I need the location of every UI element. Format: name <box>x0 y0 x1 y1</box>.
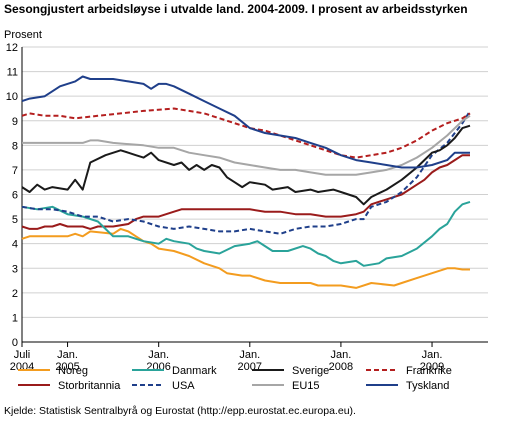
series-line-tyskland <box>21 75 470 169</box>
y-tick-label: 3 <box>12 263 18 275</box>
y-tick-label: 12 <box>6 42 18 54</box>
legend-label: EU15 <box>292 380 320 392</box>
series-line-storbritannia <box>21 154 470 230</box>
x-tick-label: Jan. <box>422 349 443 361</box>
series-line-eu15 <box>22 114 471 176</box>
legend-label: Tyskland <box>406 380 449 392</box>
y-tick-label: 2 <box>12 288 18 300</box>
y-tick-label: 9 <box>12 116 18 128</box>
legend-label: Storbritannia <box>58 380 121 392</box>
y-axis-label: Prosent <box>4 29 42 41</box>
x-tick-label: 2006 <box>146 361 170 373</box>
x-axis-ticks: Juli2004Jan.2005Jan.2006Jan.2007Jan.2008… <box>10 342 444 373</box>
legend-label: Noreg <box>58 365 88 377</box>
x-tick-label: Jan. <box>239 349 260 361</box>
y-tick-label: 6 <box>12 190 18 202</box>
legend-label: Frankrike <box>406 365 452 377</box>
series-lines <box>21 75 471 289</box>
y-tick-label: 4 <box>12 239 18 251</box>
legend-label: USA <box>172 380 195 392</box>
series-line-frankrike <box>21 107 471 159</box>
y-tick-label: 1 <box>12 312 18 324</box>
x-tick-label: Jan. <box>148 349 169 361</box>
y-tick-label: 7 <box>12 165 18 177</box>
x-tick-label: Jan. <box>331 349 352 361</box>
y-tick-label: 8 <box>12 140 18 152</box>
x-tick-label: 2005 <box>55 361 79 373</box>
source-note: Kjelde: Statistisk Sentralbyrå og Eurost… <box>4 405 356 417</box>
x-tick-label: Juli <box>14 349 31 361</box>
legend-label: Danmark <box>172 365 217 377</box>
grid-lines <box>21 46 488 343</box>
x-tick-label: 2009 <box>420 361 444 373</box>
x-tick-label: Jan. <box>57 349 78 361</box>
y-tick-label: 11 <box>7 67 18 79</box>
series-line-usa <box>21 110 471 235</box>
legend: Noreg Storbritannia Danmark USA Sverige EU15 F… <box>18 365 452 392</box>
x-tick-label: 2004 <box>10 361 34 373</box>
series-line-sverige <box>21 124 471 206</box>
y-tick-label: 10 <box>6 91 18 103</box>
chart-title: Sesongjustert arbeidsløyse i utvalde lan… <box>4 2 468 16</box>
legend-label: Sverige <box>292 365 329 377</box>
x-tick-label: 2007 <box>238 361 262 373</box>
y-tick-label: 0 <box>12 337 18 349</box>
x-tick-label: 2008 <box>329 361 353 373</box>
y-tick-label: 5 <box>12 214 18 226</box>
series-line-noreg <box>21 227 470 289</box>
series-line-danmark <box>21 200 471 267</box>
